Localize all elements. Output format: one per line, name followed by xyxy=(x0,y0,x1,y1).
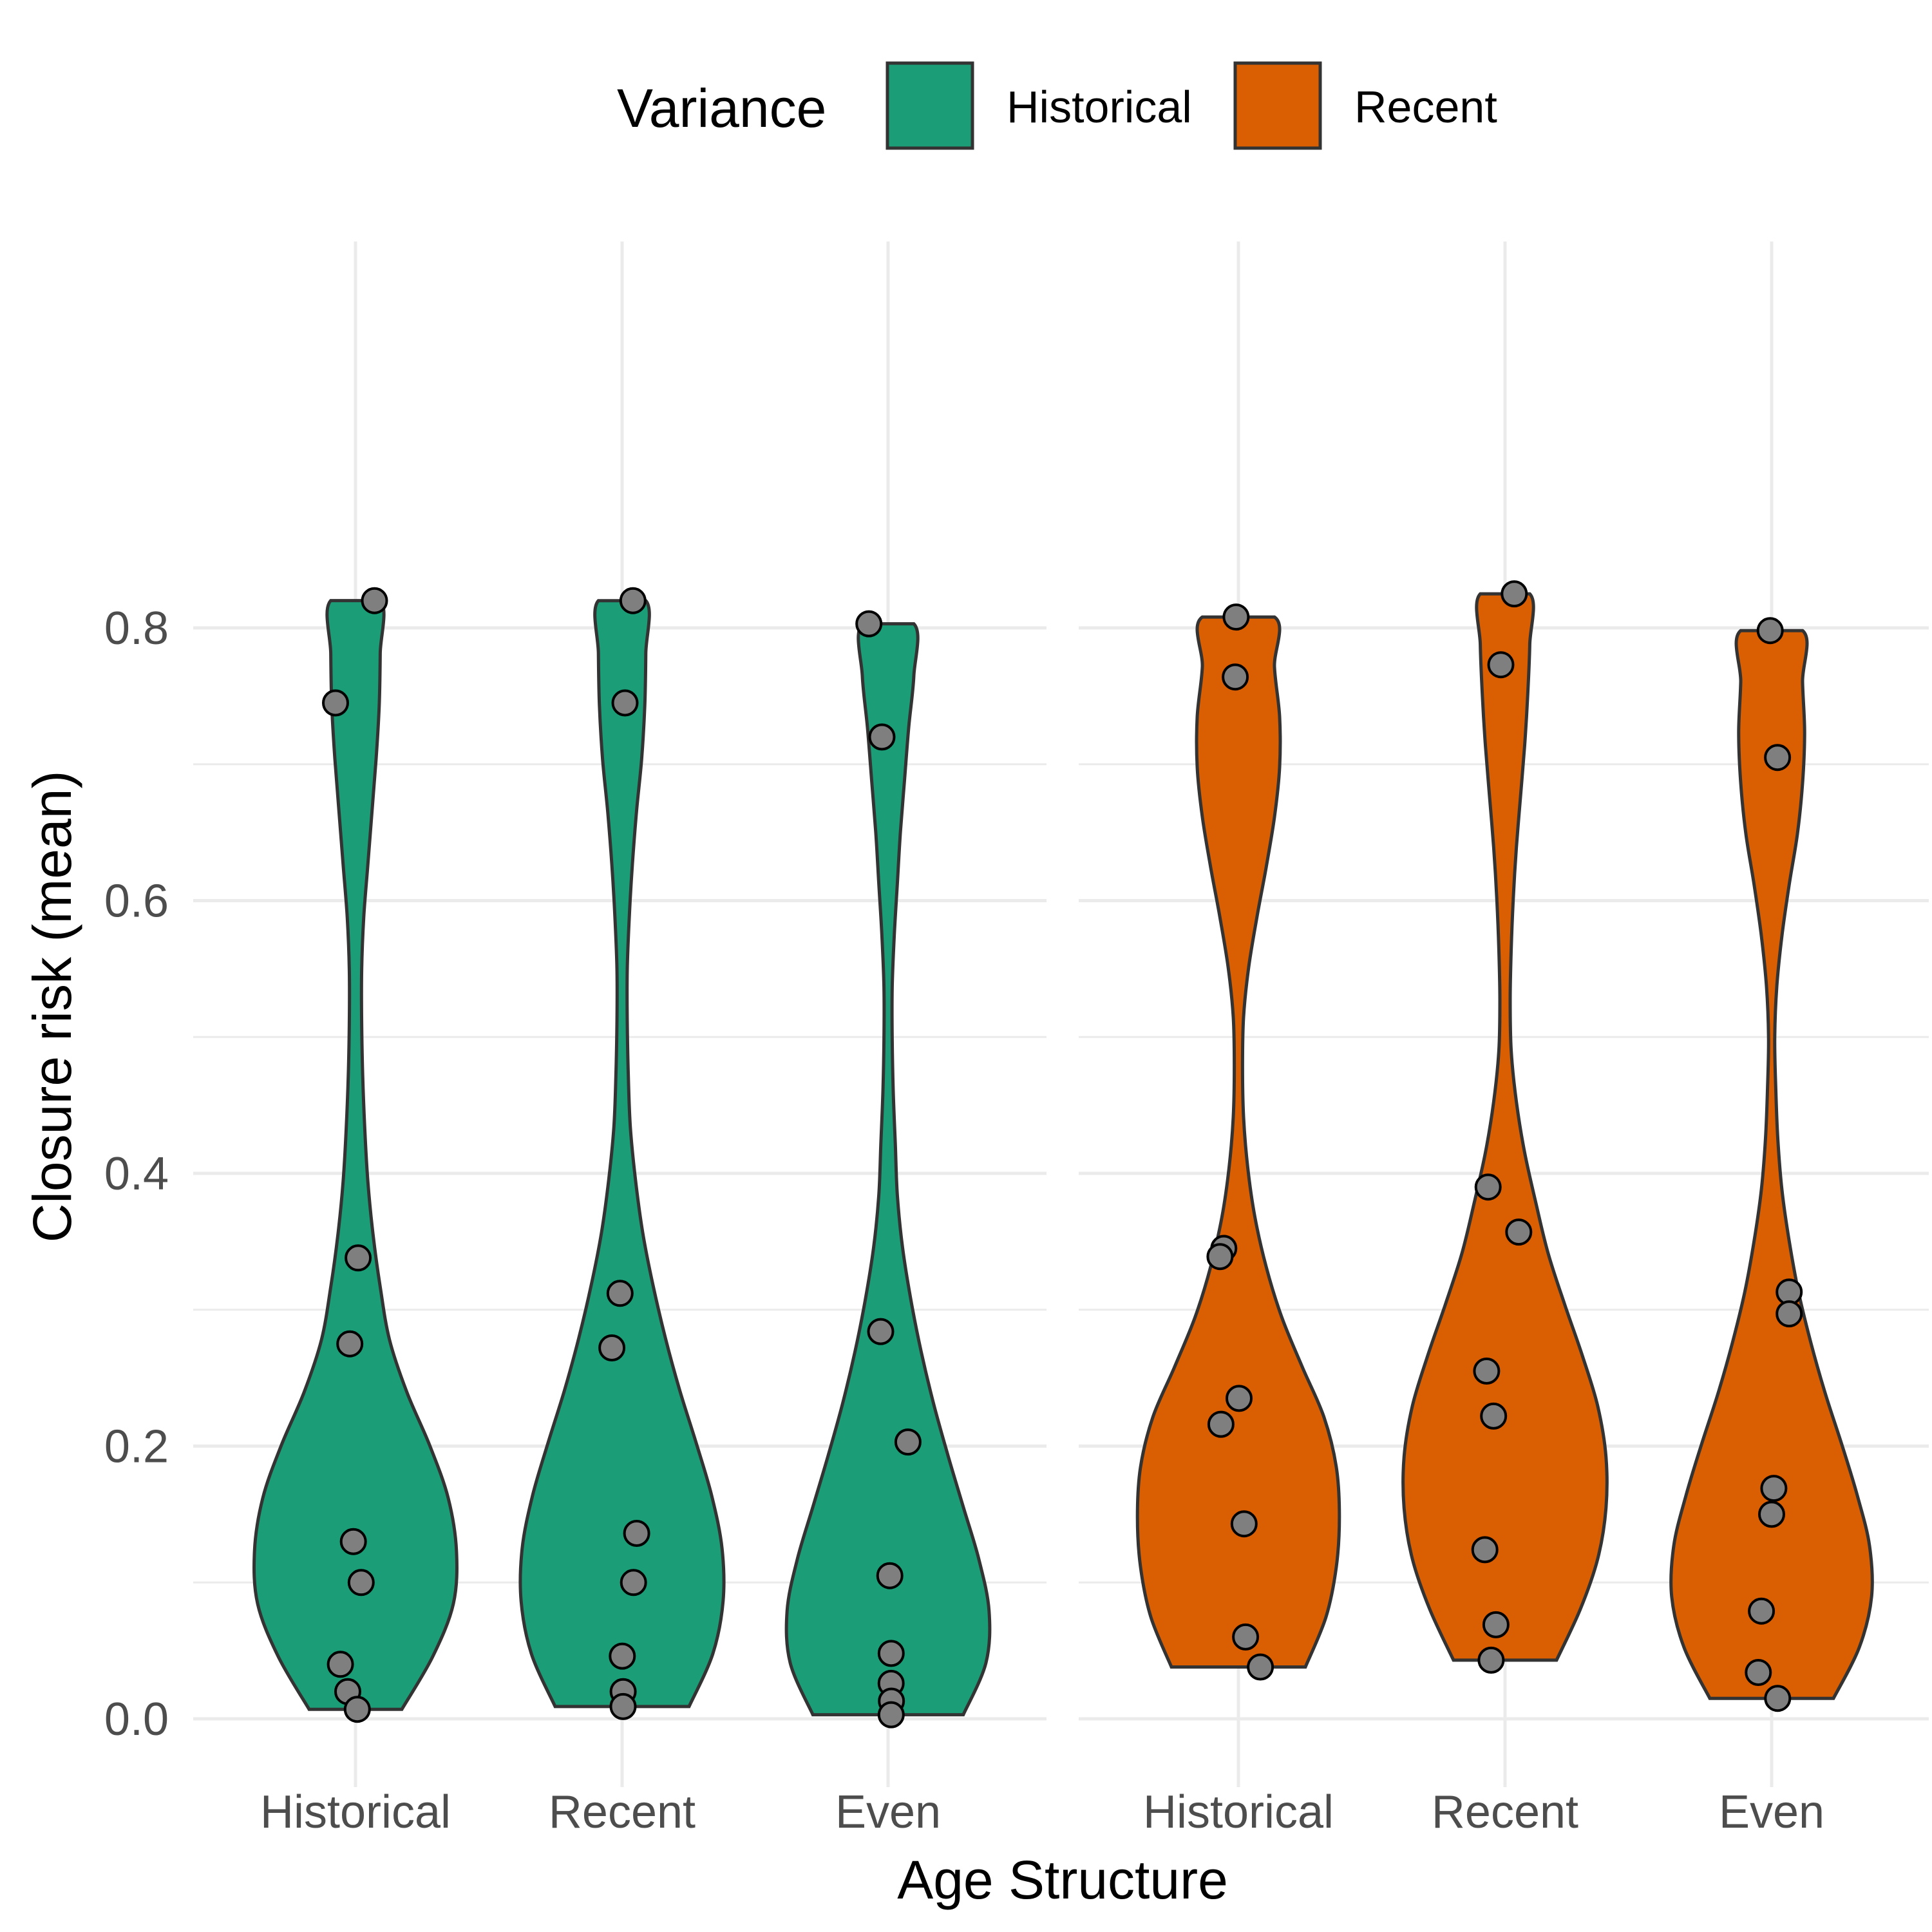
data-point xyxy=(336,1330,364,1358)
x-tick-label: Historical xyxy=(260,1786,451,1838)
legend-swatch-recent xyxy=(1233,61,1322,150)
data-point xyxy=(1776,1300,1803,1328)
y-tick-label: 0.8 xyxy=(104,603,169,654)
data-point xyxy=(1480,1402,1508,1430)
data-point xyxy=(619,587,647,614)
data-point xyxy=(609,1692,637,1720)
data-point xyxy=(1207,1410,1235,1438)
data-point xyxy=(1764,744,1792,772)
data-point xyxy=(877,1701,905,1728)
violin-recent-historical xyxy=(1135,615,1341,1669)
x-tick-label: Recent xyxy=(1432,1786,1578,1838)
data-point xyxy=(867,1318,895,1345)
violin-historical-even xyxy=(784,622,992,1717)
data-point xyxy=(620,1569,647,1596)
violin-recent-recent xyxy=(1401,592,1609,1662)
y-tick-label: 0.0 xyxy=(104,1694,169,1745)
data-point xyxy=(1756,617,1784,645)
data-point xyxy=(1222,663,1249,691)
data-point xyxy=(322,689,349,717)
data-point xyxy=(347,1569,375,1596)
violins xyxy=(252,592,1874,1717)
data-point xyxy=(855,610,883,638)
legend-title: Variance xyxy=(617,78,826,138)
data-points xyxy=(322,580,1803,1728)
data-point xyxy=(345,1244,372,1272)
y-axis-ticks: 0.0 0.2 0.4 0.6 0.8 xyxy=(104,603,169,1745)
legend-swatch-historical xyxy=(886,61,974,150)
legend: Variance Historical Recent xyxy=(617,61,1497,150)
x-tick-label: Even xyxy=(1719,1786,1824,1838)
x-tick-label: Historical xyxy=(1143,1786,1334,1838)
data-point xyxy=(1206,1243,1234,1271)
data-point xyxy=(1230,1510,1258,1538)
data-point xyxy=(343,1696,371,1723)
data-point xyxy=(1477,1646,1505,1674)
data-point xyxy=(1505,1218,1533,1246)
data-point xyxy=(876,1562,904,1589)
x-axis-title: Age Structure xyxy=(897,1850,1228,1910)
x-tick-label: Recent xyxy=(549,1786,696,1838)
x-axis-ticks: Historical Recent Even Historical Recent Even xyxy=(260,1786,1824,1838)
data-point xyxy=(327,1651,354,1678)
data-point xyxy=(598,1334,626,1361)
data-point xyxy=(1482,1611,1510,1638)
data-point xyxy=(1471,1536,1499,1564)
data-point xyxy=(339,1528,367,1555)
data-point xyxy=(611,689,639,717)
data-point xyxy=(1222,603,1250,631)
violin-historical-historical xyxy=(252,599,459,1711)
data-point xyxy=(1226,1385,1253,1412)
data-point xyxy=(1760,1475,1788,1502)
legend-label-historical: Historical xyxy=(1007,82,1192,132)
data-point xyxy=(894,1428,922,1456)
data-point xyxy=(609,1642,636,1670)
data-point xyxy=(1247,1653,1274,1681)
data-point xyxy=(623,1520,650,1547)
data-point xyxy=(1487,651,1515,679)
data-point xyxy=(868,723,896,751)
y-tick-label: 0.6 xyxy=(104,876,169,927)
violin-historical-recent xyxy=(518,599,726,1709)
data-point xyxy=(1748,1597,1776,1625)
data-point xyxy=(1474,1173,1502,1201)
data-point xyxy=(361,587,388,614)
data-point xyxy=(606,1280,634,1307)
y-axis-title: Closure risk (mean) xyxy=(22,771,82,1243)
data-point xyxy=(877,1640,905,1667)
y-tick-label: 0.4 xyxy=(104,1148,169,1200)
violin-recent-even xyxy=(1669,629,1874,1700)
data-point xyxy=(1758,1501,1785,1528)
data-point xyxy=(1501,580,1528,608)
data-point xyxy=(1232,1623,1260,1651)
data-point xyxy=(1745,1659,1772,1686)
data-point xyxy=(1764,1685,1792,1712)
data-point xyxy=(1473,1358,1501,1385)
legend-label-recent: Recent xyxy=(1354,82,1497,132)
y-tick-label: 0.2 xyxy=(104,1421,169,1473)
x-tick-label: Even xyxy=(835,1786,941,1838)
